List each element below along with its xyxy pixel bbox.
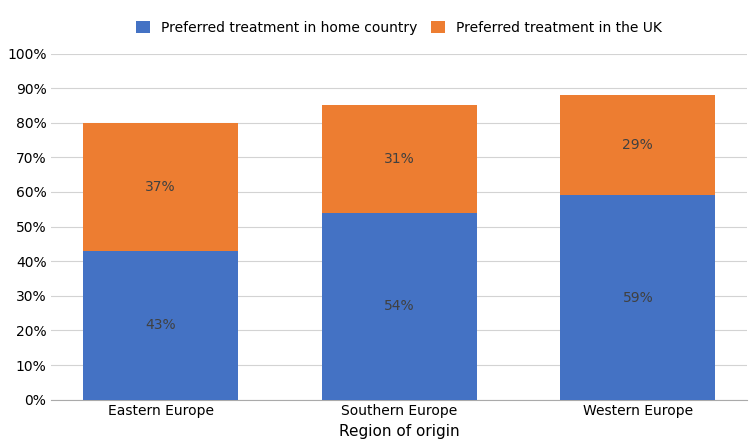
Text: 43%: 43% [146, 318, 176, 332]
Bar [83, 251, 238, 400]
Text: 37%: 37% [146, 180, 176, 194]
Text: 31%: 31% [384, 152, 415, 166]
Bar [560, 95, 716, 195]
X-axis label: Region of origin: Region of origin [339, 424, 459, 439]
Text: 29%: 29% [623, 138, 653, 152]
Text: 54%: 54% [384, 299, 415, 313]
Text: 59%: 59% [623, 290, 653, 305]
Bar [322, 213, 477, 400]
Bar [560, 195, 716, 400]
Bar [83, 123, 238, 251]
Bar [322, 105, 477, 213]
Legend: Preferred treatment in home country, Preferred treatment in the UK: Preferred treatment in home country, Pre… [130, 16, 668, 41]
